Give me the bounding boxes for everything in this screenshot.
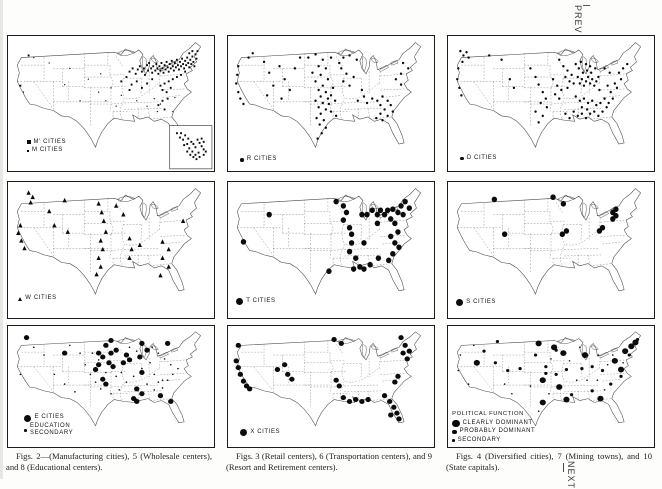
- scan-edge: [0, 0, 3, 479]
- legend-label: R CITIES: [246, 156, 277, 163]
- dot-lg-marker-icon: [24, 414, 32, 422]
- city-dots-dot-sm: [19, 344, 179, 395]
- legend-p-cities: POLITICAL FUNCTION CLEARLY DOMINANT PROBAB…: [452, 411, 535, 445]
- city-dots-dot-lg: [23, 335, 174, 405]
- tri-marker-icon: [18, 296, 23, 301]
- sq-lg-marker-icon: [26, 140, 31, 145]
- us-map-r-cities: [235, 42, 421, 148]
- prev-link[interactable]: PREV: [573, 5, 590, 34]
- us-map-w-cities: [16, 188, 201, 295]
- map-panel-s-cities: S CITIES: [447, 181, 655, 319]
- legend-title: POLITICAL FUNCTION: [452, 410, 524, 417]
- us-map-p-cities: [456, 331, 641, 426]
- dot-marker-icon: [240, 158, 244, 162]
- us-map-s-cities: [456, 188, 641, 295]
- legend-label: CLEARLY DOMINANT: [462, 419, 533, 426]
- legend-label: EDUCATION SECONDARY: [29, 422, 74, 437]
- legend-label: E CITIES: [34, 414, 65, 421]
- city-dots-dot-sm: [457, 344, 624, 412]
- dot-marker-icon: [460, 156, 464, 161]
- map-panel-x-cities: X CITIES: [227, 325, 435, 448]
- figure-plate: PREV NEXT Figs. 2—(Manufacturing cities)…: [0, 0, 662, 479]
- city-dots-dot-lg: [491, 194, 619, 238]
- figure-caption-right: Figs. 4 (Diversified cities), 7 (Mining …: [446, 451, 652, 473]
- legend-r-cities: R CITIES: [240, 156, 277, 164]
- city-dots-dot-lg: [233, 335, 412, 422]
- city-dots-dot-lg: [240, 198, 412, 275]
- legend-label: M CITIES: [32, 147, 63, 154]
- city-dots-tri: [16, 190, 186, 278]
- dot-lg-marker-icon: [236, 297, 244, 305]
- map-panel-t-cities: T CITIES: [227, 181, 435, 319]
- us-map-d-cities: [456, 42, 641, 148]
- dot-xl-marker-icon: [452, 419, 460, 428]
- city-dots-sq-lg: [19, 50, 199, 111]
- city-dots-dot-xl: [473, 339, 639, 406]
- legend-m-cities: M' CITIES M CITIES: [26, 138, 67, 155]
- map-panel-p-cities: POLITICAL FUNCTION CLEARLY DOMINANT PROBAB…: [447, 325, 655, 448]
- cursor-bar: [563, 463, 564, 472]
- legend-label: S CITIES: [466, 298, 497, 305]
- us-map-e-cities: [16, 331, 201, 426]
- legend-t-cities: T CITIES: [236, 298, 275, 306]
- dot-sm-marker-icon: [24, 429, 27, 432]
- legend-label: W CITIES: [25, 294, 57, 301]
- legend-e-cities: E CITIES EDUCATION SECONDARY: [24, 414, 73, 438]
- legend-s-cities: S CITIES: [456, 299, 496, 307]
- dot-md-marker-icon: [452, 429, 457, 435]
- us-map-x-cities: [233, 331, 421, 426]
- dot-lg-marker-icon: [456, 299, 464, 307]
- figure-caption-left: Figs. 2—(Manufacturing cities), 5 (Whole…: [6, 451, 212, 473]
- northeast-inset: [169, 125, 213, 170]
- legend-d-cities: D CITIES: [460, 155, 497, 163]
- map-panel-m-cities: M' CITIES M CITIES: [7, 35, 215, 172]
- city-dots-dot-md: [482, 338, 640, 397]
- map-panel-w-cities: W CITIES: [7, 181, 215, 319]
- inset-city-dots: [175, 132, 207, 161]
- dot-lg-marker-icon: [240, 429, 248, 437]
- map-panel-r-cities: R CITIES: [227, 35, 435, 172]
- dot-sm-marker-icon: [452, 439, 455, 442]
- sq-sm-marker-icon: [26, 149, 30, 153]
- next-link[interactable]: NEXT: [566, 461, 576, 489]
- legend-label: SECONDARY: [457, 436, 501, 443]
- legend-label: PROBABLY DOMINANT: [459, 428, 536, 435]
- us-map-m-cities: [16, 42, 213, 170]
- legend-label: M' CITIES: [33, 138, 67, 145]
- city-dots-sq-sm: [22, 57, 176, 113]
- map-panel-e-cities: E CITIES EDUCATION SECONDARY: [7, 325, 215, 448]
- legend-x-cities: X CITIES: [240, 429, 280, 437]
- figure-caption-center: Figs. 3 (Retail centers), 6 (Transportat…: [226, 451, 432, 473]
- map-panel-d-cities: D CITIES: [447, 35, 655, 172]
- city-dots-dot: [235, 52, 410, 140]
- us-map-t-cities: [236, 188, 421, 295]
- city-dots-dot: [456, 49, 629, 124]
- legend-w-cities: W CITIES: [18, 295, 56, 303]
- legend-label: X CITIES: [250, 428, 281, 435]
- legend-label: D CITIES: [466, 154, 497, 161]
- legend-label: T CITIES: [246, 297, 276, 304]
